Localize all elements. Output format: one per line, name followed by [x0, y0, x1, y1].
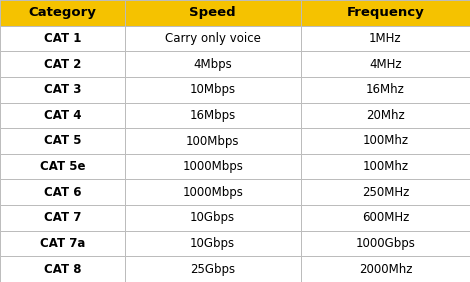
- Text: Speed: Speed: [189, 6, 236, 19]
- Bar: [301, 128, 470, 154]
- Bar: [0, 154, 125, 179]
- Bar: [125, 205, 301, 231]
- Bar: [301, 179, 470, 205]
- Bar: [0, 0, 125, 26]
- Text: CAT 6: CAT 6: [44, 186, 81, 199]
- Text: CAT 2: CAT 2: [44, 58, 81, 70]
- Text: 16Mbps: 16Mbps: [189, 109, 236, 122]
- Text: CAT 4: CAT 4: [44, 109, 81, 122]
- Text: CAT 5: CAT 5: [44, 135, 81, 147]
- Bar: [125, 128, 301, 154]
- Bar: [301, 77, 470, 103]
- Text: Carry only voice: Carry only voice: [165, 32, 260, 45]
- Bar: [0, 256, 125, 282]
- Bar: [301, 51, 470, 77]
- Bar: [0, 77, 125, 103]
- Bar: [0, 103, 125, 128]
- Text: 250MHz: 250MHz: [362, 186, 409, 199]
- Bar: [301, 0, 470, 26]
- Text: 1000Mbps: 1000Mbps: [182, 160, 243, 173]
- Bar: [301, 205, 470, 231]
- Text: 4MHz: 4MHz: [369, 58, 402, 70]
- Bar: [125, 256, 301, 282]
- Bar: [125, 103, 301, 128]
- Bar: [0, 128, 125, 154]
- Bar: [0, 205, 125, 231]
- Bar: [301, 154, 470, 179]
- Bar: [0, 179, 125, 205]
- Text: 2000Mhz: 2000Mhz: [359, 263, 412, 276]
- Text: 16Mhz: 16Mhz: [366, 83, 405, 96]
- Text: 1000Gbps: 1000Gbps: [355, 237, 415, 250]
- Text: CAT 3: CAT 3: [44, 83, 81, 96]
- Text: CAT 5e: CAT 5e: [39, 160, 85, 173]
- Text: 600MHz: 600MHz: [362, 212, 409, 224]
- Bar: [125, 26, 301, 51]
- Bar: [301, 26, 470, 51]
- Text: 25Gbps: 25Gbps: [190, 263, 235, 276]
- Bar: [301, 231, 470, 256]
- Text: CAT 8: CAT 8: [44, 263, 81, 276]
- Bar: [301, 256, 470, 282]
- Text: 1000Mbps: 1000Mbps: [182, 186, 243, 199]
- Text: 10Gbps: 10Gbps: [190, 212, 235, 224]
- Text: 4Mbps: 4Mbps: [193, 58, 232, 70]
- Bar: [125, 51, 301, 77]
- Text: 10Gbps: 10Gbps: [190, 237, 235, 250]
- Bar: [125, 231, 301, 256]
- Text: 100Mhz: 100Mhz: [362, 135, 408, 147]
- Bar: [125, 0, 301, 26]
- Text: 100Mbps: 100Mbps: [186, 135, 239, 147]
- Bar: [125, 179, 301, 205]
- Text: Category: Category: [28, 6, 96, 19]
- Bar: [0, 51, 125, 77]
- Text: CAT 7: CAT 7: [44, 212, 81, 224]
- Text: 1MHz: 1MHz: [369, 32, 402, 45]
- Text: 10Mbps: 10Mbps: [189, 83, 236, 96]
- Text: 20Mhz: 20Mhz: [366, 109, 405, 122]
- Text: CAT 7a: CAT 7a: [39, 237, 85, 250]
- Bar: [125, 154, 301, 179]
- Text: CAT 1: CAT 1: [44, 32, 81, 45]
- Text: Frequency: Frequency: [346, 6, 424, 19]
- Bar: [0, 26, 125, 51]
- Bar: [125, 77, 301, 103]
- Text: 100Mhz: 100Mhz: [362, 160, 408, 173]
- Bar: [301, 103, 470, 128]
- Bar: [0, 231, 125, 256]
